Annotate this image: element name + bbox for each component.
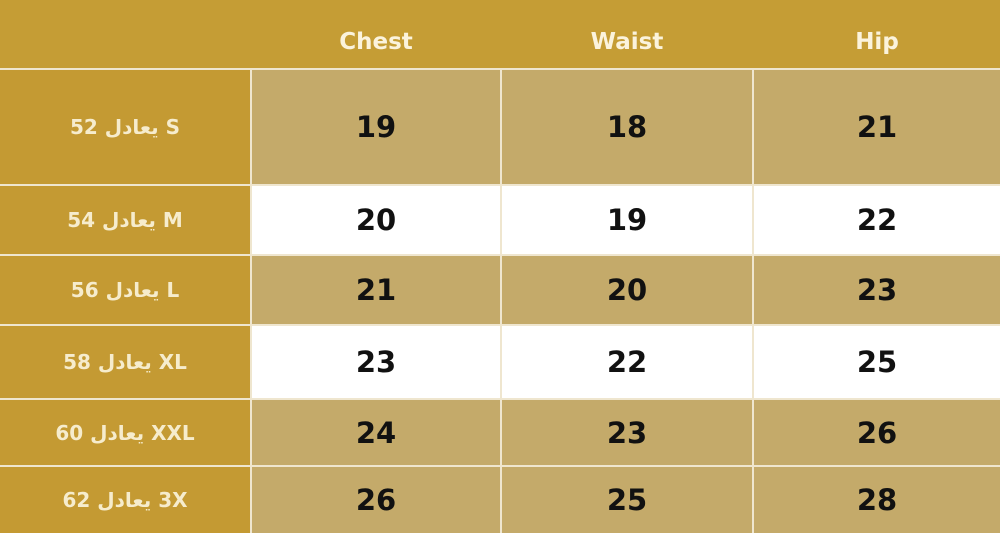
header-waist: Waist bbox=[590, 29, 664, 55]
chest-value: 19 bbox=[252, 70, 500, 184]
table-row: XXL يعادل 60 24 23 26 bbox=[0, 400, 1000, 465]
waist-value: 20 bbox=[502, 256, 752, 324]
waist-value: 25 bbox=[502, 467, 752, 533]
header-chest: Chest bbox=[339, 29, 413, 55]
hip-value: 23 bbox=[754, 256, 1000, 324]
chest-value: 26 bbox=[252, 467, 500, 533]
waist-value: 19 bbox=[502, 186, 752, 254]
waist-value: 22 bbox=[502, 326, 752, 398]
size-label: XL يعادل 58 bbox=[0, 326, 250, 398]
size-label: M يعادل 54 bbox=[0, 186, 250, 254]
table-row: M يعادل 54 20 19 22 bbox=[0, 186, 1000, 254]
chest-value: 23 bbox=[252, 326, 500, 398]
size-label: S يعادل 52 bbox=[0, 70, 250, 184]
waist-value: 23 bbox=[502, 400, 752, 465]
size-label: L يعادل 56 bbox=[0, 256, 250, 324]
hip-value: 22 bbox=[754, 186, 1000, 254]
hip-value: 26 bbox=[754, 400, 1000, 465]
waist-value: 18 bbox=[502, 70, 752, 184]
size-label: 3X يعادل 62 bbox=[0, 467, 250, 533]
table-row: XL يعادل 58 23 22 25 bbox=[0, 326, 1000, 398]
table-row: L يعادل 56 21 20 23 bbox=[0, 256, 1000, 324]
chest-value: 20 bbox=[252, 186, 500, 254]
chest-value: 21 bbox=[252, 256, 500, 324]
hip-value: 21 bbox=[754, 70, 1000, 184]
table-row: S يعادل 52 19 18 21 bbox=[0, 70, 1000, 184]
chest-value: 24 bbox=[252, 400, 500, 465]
size-label: XXL يعادل 60 bbox=[0, 400, 250, 465]
table-row: 3X يعادل 62 26 25 28 bbox=[0, 467, 1000, 533]
header-hip: Hip bbox=[855, 29, 899, 55]
hip-value: 28 bbox=[754, 467, 1000, 533]
table-header: Chest Waist Hip bbox=[0, 0, 1000, 68]
hip-value: 25 bbox=[754, 326, 1000, 398]
